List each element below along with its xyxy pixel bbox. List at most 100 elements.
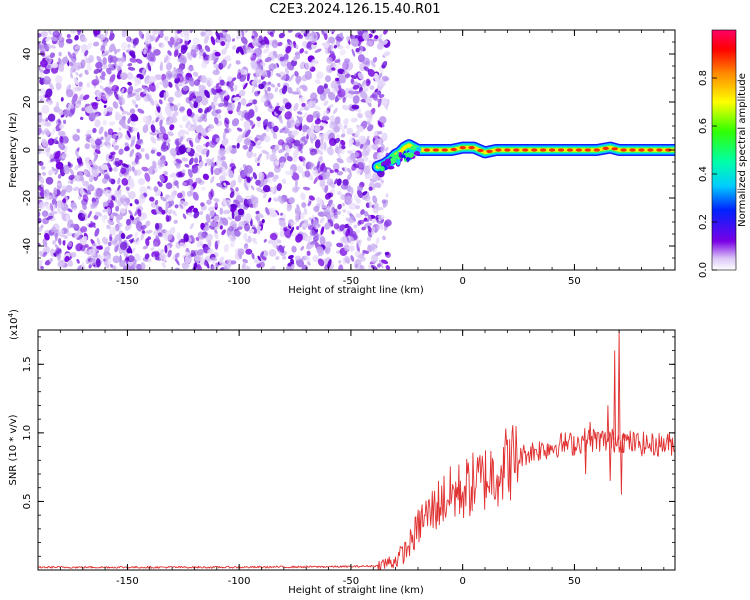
colorbar: 0.0 0.2 0.4 0.6 0.8 Normalized spectral ampl… [698,29,748,278]
noise-blob [92,127,97,134]
noise-blob [181,262,187,267]
noise-blob [115,205,120,212]
noise-blob [251,253,255,260]
noise-blob [352,95,360,104]
noise-blob [63,107,71,117]
noise-blob [163,54,171,63]
noise-blob [306,134,309,140]
noise-blob [62,119,67,125]
noise-blob [112,101,119,109]
noise-blob [136,221,143,228]
noise-blob [184,163,190,168]
noise-blob [314,139,321,149]
noise-blob [134,154,140,165]
noise-blob [301,102,306,107]
noise-blob [237,203,243,209]
snr-spike [617,330,621,440]
noise-blob [90,203,95,210]
noise-blob [135,95,141,102]
noise-blob [72,186,80,192]
noise-blob [105,136,111,145]
noise-blob [268,63,276,71]
noise-blob [140,262,146,270]
noise-blob [321,30,326,37]
noise-blob [150,136,157,144]
noise-blob [303,112,308,118]
noise-blob [295,118,302,127]
noise-blob [194,255,202,262]
noise-blob [334,116,341,125]
noise-blob [163,91,167,101]
noise-blob [204,107,209,114]
noise-blob [362,32,370,40]
noise-blob [344,58,351,63]
noise-blob [61,152,68,159]
noise-blob [213,198,220,202]
noise-blob [70,223,78,229]
noise-blob [272,153,278,161]
noise-blob [153,99,160,107]
noise-blob [104,131,108,137]
noise-blob [214,51,221,57]
noise-blob [38,176,45,184]
noise-blob [46,64,51,70]
noise-blob [301,84,308,92]
noise-blob [295,233,303,243]
noise-blob [374,182,382,188]
noise-blob [177,67,183,73]
noise-blob [222,130,227,140]
noise-blob [137,108,145,114]
noise-blob [236,134,243,144]
noise-blob [167,131,174,137]
signal-core-mark [665,148,672,152]
noise-blob [202,226,210,232]
noise-blob [330,169,334,174]
noise-blob [323,109,330,117]
noise-blob [272,177,277,182]
noise-blob [340,194,347,201]
noise-blob [209,220,218,228]
noise-blob [378,72,383,79]
noise-blob [357,30,363,37]
spectrogram-ticks: -150 -100 -50 0 50 -40 -20 0 20 40 [22,29,675,287]
noise-blob [80,226,88,233]
noise-blob [91,102,98,110]
noise-blob [201,114,208,122]
signal-core-mark [468,146,475,150]
noise-blob [50,66,59,74]
noise-blob [271,39,279,49]
noise-blob [180,45,188,54]
noise-blob [196,239,203,248]
noise-blob [86,42,93,50]
noise-blob [280,161,285,169]
noise-blob [209,210,215,217]
noise-blob [67,161,71,167]
noise-blob [260,251,264,258]
noise-blob [324,75,332,83]
noise-blob [234,215,242,222]
noise-blob [236,127,243,132]
noise-blob [355,37,360,44]
noise-blob [100,215,106,224]
noise-blob [38,186,44,192]
noise-blob [49,52,56,58]
noise-blob [384,251,389,256]
noise-blob [44,75,51,81]
noise-blob [366,135,370,140]
noise-blob [341,127,346,136]
noise-blob [247,235,252,243]
noise-blob [329,115,335,123]
noise-blob [141,230,146,234]
noise-blob [128,209,133,217]
noise-blob [127,66,136,71]
noise-blob [290,258,294,264]
noise-blob [286,155,293,162]
noise-blob [148,83,157,92]
noise-blob [201,186,206,191]
noise-blob [81,107,86,112]
x-tick-label: -100 [228,276,251,287]
noise-blob [363,194,371,202]
noise-blob [193,152,200,158]
noise-blob [98,33,106,41]
noise-blob [345,36,349,42]
